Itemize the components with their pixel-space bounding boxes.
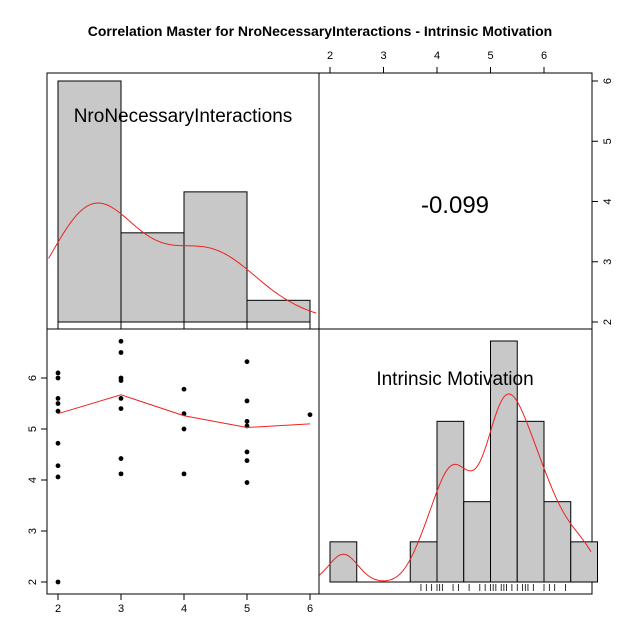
panel-frame-br — [318, 328, 593, 595]
scatter-point — [307, 412, 313, 418]
histogram-bar — [463, 501, 491, 583]
y-tick-label: 2 — [27, 579, 39, 585]
histogram-bar — [183, 191, 248, 323]
scatter-panel — [46, 328, 320, 595]
correlation-value: -0.099 — [421, 192, 489, 219]
histogram-bar — [570, 541, 598, 583]
scatter-point — [118, 396, 124, 401]
top-tick-label: 2 — [327, 50, 333, 62]
right-tick-label: 6 — [602, 78, 614, 84]
scatter-point — [55, 463, 61, 469]
scatter-point — [118, 338, 124, 344]
y-tick-label: 5 — [27, 426, 39, 432]
scatter-point — [181, 471, 187, 477]
scatter-point — [55, 375, 61, 381]
top-tick-label: 5 — [487, 50, 493, 62]
scatter-point — [244, 449, 250, 455]
top-tick-label: 3 — [380, 50, 386, 62]
scatter-point — [244, 398, 250, 404]
scatter-point — [55, 401, 61, 406]
scatter-point — [118, 350, 124, 355]
scatter-point — [181, 386, 187, 392]
scatter-point — [118, 406, 124, 411]
histogram-bar — [57, 80, 122, 323]
x-tick-label: 5 — [244, 603, 250, 615]
y-tick-label: 4 — [27, 477, 39, 483]
x-tick-label: 6 — [307, 603, 313, 615]
histogram-panel-motivation — [318, 328, 593, 595]
scatter-point — [55, 396, 61, 401]
right-tick-label: 3 — [602, 259, 614, 265]
scatter-point — [55, 440, 61, 446]
density-curve — [48, 202, 317, 314]
scatter-point — [55, 474, 61, 480]
density-curve — [318, 393, 592, 582]
histogram-bar — [329, 541, 358, 583]
panel-frame-bl — [46, 328, 320, 595]
scatter-point — [244, 480, 250, 485]
y-tick-label: 3 — [27, 528, 39, 534]
top-tick-label: 4 — [434, 50, 440, 62]
scatter-point — [55, 370, 61, 376]
scatter-point — [118, 471, 124, 477]
chart-title: Correlation Master for NroNecessaryInter… — [88, 23, 552, 39]
diagonal-label-motivation: Intrinsic Motivation — [376, 369, 533, 390]
scatter-point — [244, 359, 250, 365]
scatter-point — [55, 579, 61, 585]
x-tick-label: 4 — [181, 603, 187, 615]
histogram-bar — [436, 420, 465, 583]
right-tick-label: 2 — [602, 319, 614, 325]
scatter-point — [181, 426, 187, 432]
scatter-point — [55, 408, 61, 414]
histogram-bar — [516, 420, 545, 583]
correlation-panel: -0.099 — [318, 72, 593, 330]
x-tick-label: 2 — [55, 603, 61, 615]
right-tick-label: 5 — [602, 138, 614, 144]
diagonal-label-nro: NroNecessaryInteractions — [74, 106, 293, 127]
right-tick-label: 4 — [602, 198, 614, 204]
y-tick-label: 6 — [27, 375, 39, 381]
histogram-bar — [543, 501, 572, 583]
histogram-bar — [409, 541, 438, 583]
histogram-bar — [120, 232, 185, 323]
scatter-point — [244, 418, 250, 424]
scatter-point — [118, 456, 124, 461]
scatter-point — [244, 458, 250, 464]
x-tick-label: 3 — [118, 603, 124, 615]
smooth-line — [57, 394, 311, 428]
histogram-bar — [246, 299, 311, 323]
top-tick-label: 6 — [541, 50, 547, 62]
scatter-point — [118, 378, 124, 383]
